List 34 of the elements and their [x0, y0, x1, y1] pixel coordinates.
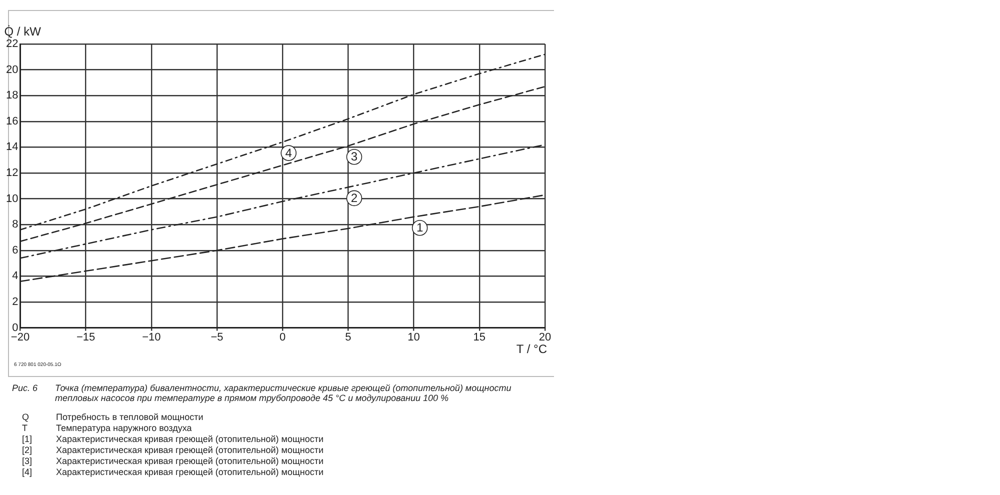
- text: [2] Характеристическая кривая греющей (отопительной) мощности: [22, 445, 324, 455]
- x-tick-label: −15: [76, 331, 96, 344]
- x-tick-label: 5: [345, 331, 352, 344]
- y-tick-label: 10: [6, 192, 18, 205]
- y-tick-label: 12: [6, 167, 18, 180]
- text: Q Потребность в тепловой мощности: [22, 412, 204, 422]
- x-axis-title: T / °C: [516, 342, 548, 356]
- x-tick-label: 15: [473, 331, 486, 344]
- y-tick-label: 8: [12, 218, 18, 231]
- x-tick-label: −20: [10, 331, 30, 344]
- y-tick-label: 0: [12, 322, 18, 334]
- text: [1] Характеристическая кривая греющей (отопительной) мощности: [22, 434, 324, 444]
- x-tick-label: −5: [210, 331, 224, 344]
- y-tick-label: 20: [6, 64, 18, 76]
- text: [4] Характеристическая кривая греющей (отопительной) мощности: [22, 467, 324, 477]
- series-label: 2: [350, 191, 358, 206]
- text: Рис. 6 Точка (температура) бивалентности, характеристические кривые греющей (отопительной) мощности тепловых насосов при температуре в прямом трубопроводе 45 °C и модулировании 100 %: [12, 383, 512, 403]
- x-tick-label: 10: [408, 331, 420, 344]
- y-tick-label: 16: [6, 115, 18, 128]
- y-tick-label: 4: [12, 270, 18, 282]
- x-tick-label: 20: [538, 331, 552, 344]
- y-tick-label: 18: [6, 90, 18, 102]
- text: [3] Характеристическая кривая греющей (отопительной) мощности: [22, 456, 324, 466]
- series-label: 4: [285, 146, 292, 160]
- y-axis-title: Q̇ / kW: [4, 24, 42, 38]
- y-tick-label: 22: [6, 38, 18, 50]
- y-tick-label: 2: [12, 296, 18, 308]
- series-label: 3: [350, 150, 358, 164]
- text: T Температура наружного воздуха: [22, 423, 192, 433]
- x-tick-label: 0: [280, 331, 286, 344]
- x-tick-label: −10: [142, 331, 161, 344]
- y-tick-label: 14: [6, 141, 18, 154]
- y-tick-label: 6: [12, 244, 18, 256]
- series-label: 1: [416, 220, 424, 235]
